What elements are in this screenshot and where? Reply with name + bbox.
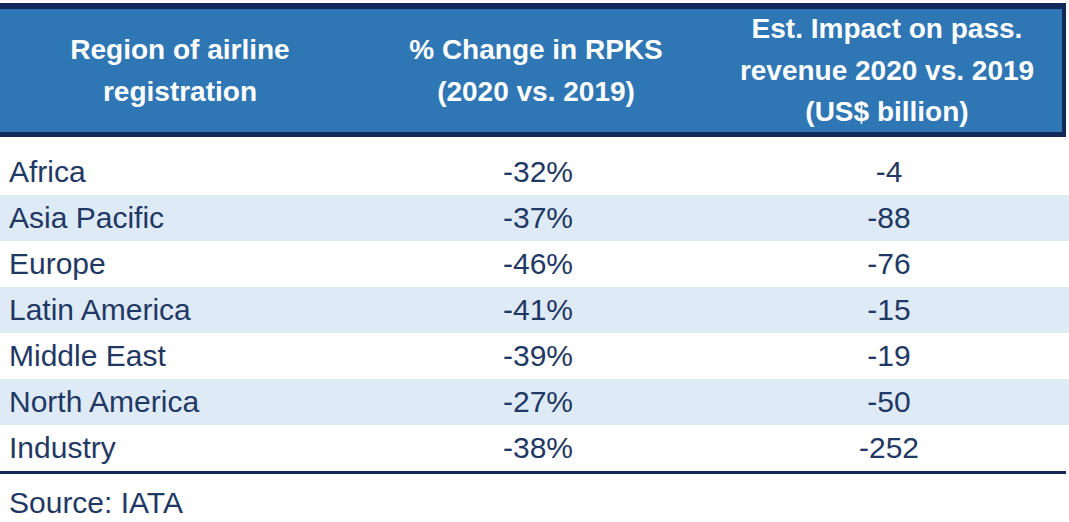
table-row-africa: Africa -32% -4	[0, 149, 1069, 195]
header-cell-revenue-impact: Est. Impact on pass. revenue 2020 vs. 20…	[712, 9, 1062, 132]
revenue-impact-cell: -50	[714, 385, 1064, 419]
region-cell: Asia Pacific	[0, 201, 362, 235]
region-cell: Africa	[0, 155, 362, 189]
table-header: Region of airline registration % Change …	[0, 3, 1066, 137]
revenue-impact-cell: -19	[714, 339, 1064, 373]
region-cell: Europe	[0, 247, 362, 281]
header-cell-region: Region of airline registration	[0, 9, 360, 132]
rpk-change-cell: -32%	[362, 155, 714, 189]
table-row-europe: Europe -46% -76	[0, 241, 1069, 287]
region-cell: North America	[0, 385, 362, 419]
rpk-change-cell: -39%	[362, 339, 714, 373]
table-body: Africa -32% -4 Asia Pacific -37% -88 Eur…	[0, 137, 1069, 474]
table-row-asia-pacific: Asia Pacific -37% -88	[0, 195, 1069, 241]
table-row-north-america: North America -27% -50	[0, 379, 1069, 425]
airline-impact-table: Region of airline registration % Change …	[0, 0, 1069, 522]
rpk-change-cell: -37%	[362, 201, 714, 235]
table-row-industry: Industry -38% -252	[0, 425, 1069, 471]
rpk-change-cell: -27%	[362, 385, 714, 419]
rpk-change-cell: -38%	[362, 431, 714, 465]
region-cell: Latin America	[0, 293, 362, 327]
table-row-middle-east: Middle East -39% -19	[0, 333, 1069, 379]
revenue-impact-cell: -252	[714, 431, 1064, 465]
revenue-impact-cell: -88	[714, 201, 1064, 235]
region-cell: Middle East	[0, 339, 362, 373]
revenue-impact-cell: -15	[714, 293, 1064, 327]
revenue-impact-cell: -4	[714, 155, 1064, 189]
table-row-latin-america: Latin America -41% -15	[0, 287, 1069, 333]
header-cell-rpk-change: % Change in RPKS (2020 vs. 2019)	[360, 9, 712, 132]
revenue-impact-cell: -76	[714, 247, 1064, 281]
source-note: Source: IATA	[0, 474, 1069, 520]
rpk-change-cell: -46%	[362, 247, 714, 281]
region-cell: Industry	[0, 431, 362, 465]
rpk-change-cell: -41%	[362, 293, 714, 327]
